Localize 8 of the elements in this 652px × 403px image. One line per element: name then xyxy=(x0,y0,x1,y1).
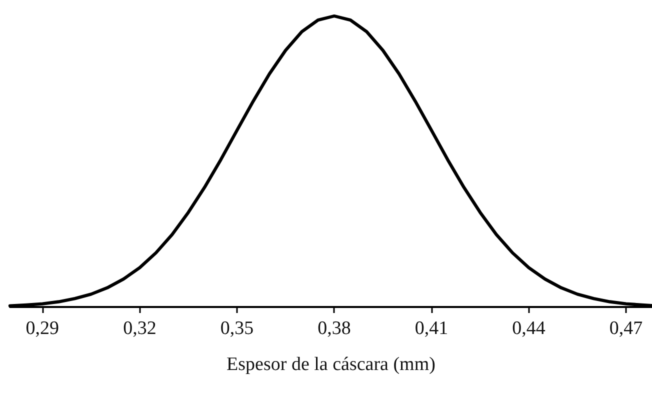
x-tick-label: 0,32 xyxy=(123,318,156,339)
x-tick-label: 0,44 xyxy=(512,318,546,339)
x-tick-label: 0,41 xyxy=(414,318,448,339)
x-axis-title: Espesor de la cáscara (mm) xyxy=(226,354,436,375)
x-tick-label: 0,47 xyxy=(609,318,643,339)
x-tick-label: 0,29 xyxy=(26,318,60,339)
x-tick-label: 0,35 xyxy=(220,318,254,339)
x-tick-label: 0,38 xyxy=(318,318,351,339)
